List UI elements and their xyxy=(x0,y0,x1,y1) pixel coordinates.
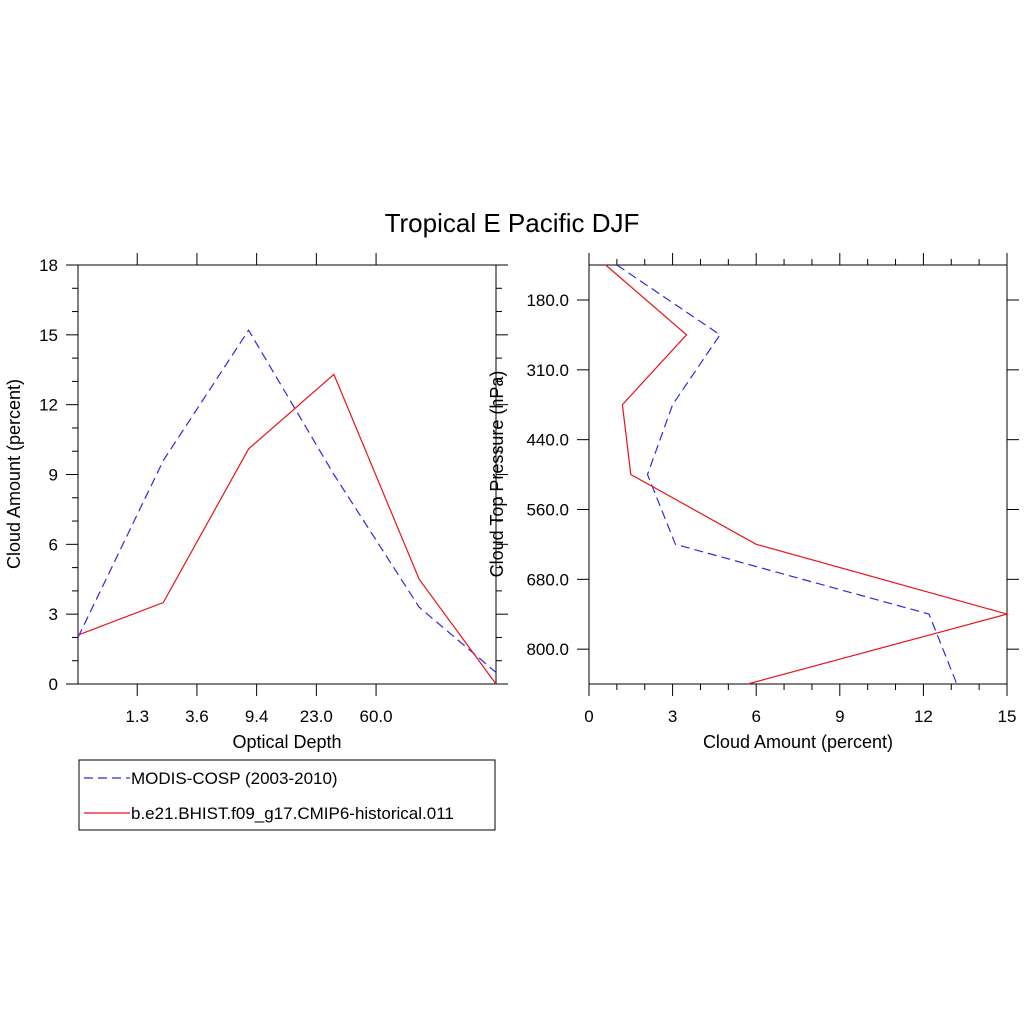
right-y-tick-label: 800.0 xyxy=(526,640,569,659)
left-series-obs-line xyxy=(77,329,497,673)
left-y-tick-label: 9 xyxy=(49,466,58,485)
left-ticks: 0 3 6 9 12 15 18 1.3 3.6 9.4 23.0 60.0 xyxy=(39,253,508,726)
left-x-tick-label: 3.6 xyxy=(185,707,209,726)
left-x-tick-label: 9.4 xyxy=(245,707,269,726)
right-x-tick-label: 0 xyxy=(584,707,593,726)
left-y-tick-label: 3 xyxy=(49,605,58,624)
right-series-obs-line xyxy=(616,264,958,685)
left-y-tick-label: 0 xyxy=(49,675,58,694)
left-plot-frame xyxy=(77,264,497,685)
left-series xyxy=(77,329,497,685)
legend: MODIS-COSP (2003-2010) b.e21.BHIST.f09_g… xyxy=(78,759,496,831)
right-x-tick-label: 3 xyxy=(668,707,677,726)
cloud-top-pressure-panel: 0 3 6 9 12 15 180.0 310.0 440.0 560.0 680.0 800.0 C… xyxy=(487,253,1019,752)
legend-label-model: b.e21.BHIST.f09_g17.CMIP6-historical.011 xyxy=(131,804,454,823)
right-plot-frame xyxy=(588,264,1008,685)
left-y-tick-label: 18 xyxy=(39,256,58,275)
right-y-tick-label: 310.0 xyxy=(526,361,569,380)
optical-depth-panel: 0 3 6 9 12 15 18 1.3 3.6 9.4 23.0 60.0 Optical Dept… xyxy=(4,253,508,752)
left-y-tick-label: 12 xyxy=(39,396,58,415)
right-x-tick-label: 9 xyxy=(835,707,844,726)
left-x-tick-label: 23.0 xyxy=(300,707,333,726)
right-y-axis-label: Cloud Top Pressure (hPa) xyxy=(487,371,507,578)
right-x-tick-label: 12 xyxy=(914,707,933,726)
left-y-tick-label: 6 xyxy=(49,535,58,554)
left-x-tick-label: 1.3 xyxy=(125,707,149,726)
right-series-model-line xyxy=(605,264,1010,685)
chart-title: Tropical E Pacific DJF xyxy=(385,208,640,238)
left-x-axis-label: Optical Depth xyxy=(232,732,341,752)
right-y-tick-label: 560.0 xyxy=(526,501,569,520)
left-series-model-line xyxy=(77,373,497,685)
right-x-tick-label: 6 xyxy=(751,707,760,726)
right-ticks: 0 3 6 9 12 15 180.0 310.0 440.0 560.0 680.0 800.0 xyxy=(526,253,1019,726)
left-y-tick-label: 15 xyxy=(39,326,58,345)
right-series xyxy=(605,264,1010,685)
legend-label-obs: MODIS-COSP (2003-2010) xyxy=(131,769,338,788)
left-y-axis-label: Cloud Amount (percent) xyxy=(4,379,24,569)
left-x-tick-label: 60.0 xyxy=(360,707,393,726)
right-y-tick-label: 180.0 xyxy=(526,291,569,310)
right-y-tick-label: 680.0 xyxy=(526,570,569,589)
right-x-tick-label: 15 xyxy=(998,707,1017,726)
legend-box xyxy=(78,759,496,831)
right-y-tick-label: 440.0 xyxy=(526,431,569,450)
right-x-axis-label: Cloud Amount (percent) xyxy=(703,732,893,752)
